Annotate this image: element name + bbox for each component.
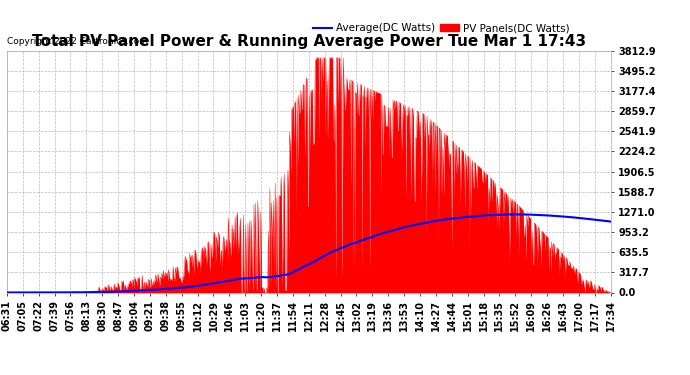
Text: Copyright 2022 Cartronics.com: Copyright 2022 Cartronics.com [7,38,148,46]
Legend: Average(DC Watts), PV Panels(DC Watts): Average(DC Watts), PV Panels(DC Watts) [309,19,574,38]
Title: Total PV Panel Power & Running Average Power Tue Mar 1 17:43: Total PV Panel Power & Running Average P… [32,34,586,50]
